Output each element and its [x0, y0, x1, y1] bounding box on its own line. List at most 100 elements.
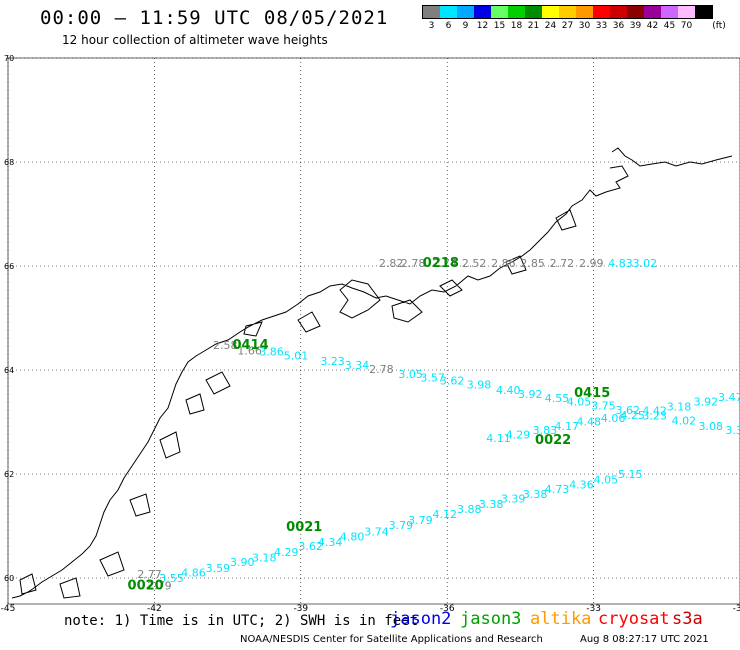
wave-height-label: 3.23: [642, 409, 667, 422]
wave-height-label: 3.62: [440, 375, 465, 388]
wave-height-label: 4.17: [555, 420, 580, 433]
wave-height-label: 3.92: [518, 388, 543, 401]
wave-height-label: 2.74: [433, 257, 458, 270]
wave-height-label: 2.78: [401, 257, 426, 270]
wave-height-label: 3.34: [345, 359, 370, 372]
wave-height-label: 2.85: [520, 257, 545, 270]
wave-height-label: 3.23: [320, 355, 345, 368]
legend-unit: (ft): [712, 21, 726, 31]
pass-time-label: 0415: [574, 386, 610, 401]
pass-time-label: 0022: [535, 433, 571, 448]
lat-tick-label: 64: [4, 366, 14, 375]
legend-swatch: [695, 6, 712, 18]
legend-label: 27: [561, 21, 574, 31]
wave-height-label: 4.34: [318, 536, 343, 549]
wave-height-label: 4.11: [486, 432, 511, 445]
legend-label: 33: [595, 21, 608, 31]
lon-tick-label: -30: [733, 604, 740, 614]
satellite-jason2: jason2: [390, 609, 452, 629]
wave-height-label: 4.73: [545, 483, 570, 496]
pass-time-label: 0414: [232, 338, 268, 353]
legend-swatch: [559, 6, 576, 18]
wave-height-label: 3.79: [408, 514, 433, 527]
track-0022: 4.114.29 3.834.174.48 4.064.254.42 3.18 3.92…: [486, 391, 740, 448]
wave-height-label: 3.92: [694, 395, 719, 408]
footer-credit: NOAA/NESDIS Center for Satellite Applica…: [240, 634, 543, 645]
legend-swatch: [610, 6, 627, 18]
lon-tick-label: -45: [1, 604, 16, 614]
legend-label: 36: [612, 21, 625, 31]
wave-height-label: 4.86: [181, 566, 206, 579]
wave-height-label: 4.40: [496, 384, 521, 397]
footer-timestamp: Aug 8 08:27:17 UTC 2021: [580, 634, 709, 645]
track-0218: 2.822.78 2.74 2.52 2.86 2.85 2.72 2.99 4.83 3.02…: [379, 256, 657, 271]
wave-height-label: 3.08: [699, 420, 724, 433]
wave-height-label: 4.02: [672, 415, 697, 428]
legend-swatch: [661, 6, 678, 18]
wave-height-label: 4.29: [274, 546, 299, 559]
color-legend: 3 6 9 12 15 18 21 24 27 30 33 36 39 42 45 70 (ft): [422, 5, 726, 33]
wave-height-label: 4.06: [601, 412, 626, 425]
wave-height-label: 3.18: [252, 551, 277, 564]
wave-height-label: 2.72: [550, 257, 575, 270]
wave-height-label: 3.88: [457, 503, 482, 516]
satellite-altika: altika: [530, 609, 592, 629]
legend-label: 70: [680, 21, 693, 31]
wave-height-label: 5.01: [284, 350, 309, 363]
pass-time-label: 0021: [286, 520, 322, 535]
wave-height-label: 1.66: [237, 344, 261, 357]
page-title: 00:00 – 11:59 UTC 08/05/2021: [40, 7, 389, 29]
wave-height-label: 3.38: [523, 488, 548, 501]
legend-label: 3: [428, 21, 435, 31]
map-grid: -45 -42 -39 -36 -33 -30 70 68 66 64 62 60: [1, 54, 740, 614]
wave-height-label: 3.83: [533, 424, 558, 437]
wave-height-label: 3.79: [389, 519, 414, 532]
wave-height-label: 4.55: [545, 392, 570, 405]
wave-height-label: 3.38: [725, 424, 740, 437]
wave-height-label: 4.42: [642, 405, 667, 418]
wave-height-label: 5.15: [618, 468, 643, 481]
wave-height-label: 2.58: [213, 339, 238, 352]
legend-swatch: [423, 6, 440, 18]
wave-height-label: 3.59: [206, 562, 231, 575]
wave-height-label: 3.90: [230, 556, 255, 569]
wave-height-label: 4.05: [567, 395, 592, 408]
legend-label: 18: [510, 21, 523, 31]
lat-tick-label: 70: [4, 54, 14, 63]
wave-height-label: 4.83: [608, 257, 633, 270]
legend-label: 9: [462, 21, 469, 31]
wave-height-label: 3.39: [501, 493, 526, 506]
wave-height-label: 4.36: [569, 479, 594, 492]
wave-height-label: 3.62: [616, 404, 641, 417]
legend-label: 42: [646, 21, 659, 31]
legend-color-bar: [422, 5, 713, 19]
legend-label: 12: [476, 21, 489, 31]
lon-tick-label: -39: [293, 604, 308, 614]
legend-swatch: [627, 6, 644, 18]
wave-height-label: 3.05: [398, 368, 423, 381]
track-0415: 0415: [574, 386, 610, 401]
wave-height-label: 4.29: [506, 429, 531, 442]
greenland-coastline: [11, 147, 733, 599]
satellite-cryosat: cryosat: [598, 609, 670, 629]
wave-height-label: 2.79: [147, 579, 172, 592]
units-note: note: 1) Time is in UTC; 2) SWH is in fe…: [64, 613, 419, 629]
wave-height-label: 2.77: [137, 568, 162, 581]
legend-swatch: [457, 6, 474, 18]
wave-height-label: 3.62: [298, 540, 323, 553]
pass-time-label: 0218: [423, 256, 459, 271]
wave-height-label: 4.25: [620, 409, 645, 422]
legend-tick-labels: 3 6 9 12 15 18 21 24 27 30 33 36 39 42 45 70 (ft): [422, 19, 726, 33]
legend-label: 45: [663, 21, 676, 31]
legend-label: 24: [544, 21, 557, 31]
wave-height-label: 2.82: [379, 257, 404, 270]
legend-swatch: [576, 6, 593, 18]
satellite-jason3: jason3: [460, 609, 522, 629]
wave-height-label: 4.05: [594, 473, 619, 486]
altimeter-tracks: 2.822.78 2.74 2.52 2.86 2.85 2.72 2.99 4.83 3.02…: [128, 256, 740, 593]
wave-height-label: 3.47: [718, 391, 740, 404]
legend-label: 6: [445, 21, 452, 31]
wave-height-label: 4.12: [433, 508, 458, 521]
wave-height-label: 3.75: [591, 400, 616, 413]
